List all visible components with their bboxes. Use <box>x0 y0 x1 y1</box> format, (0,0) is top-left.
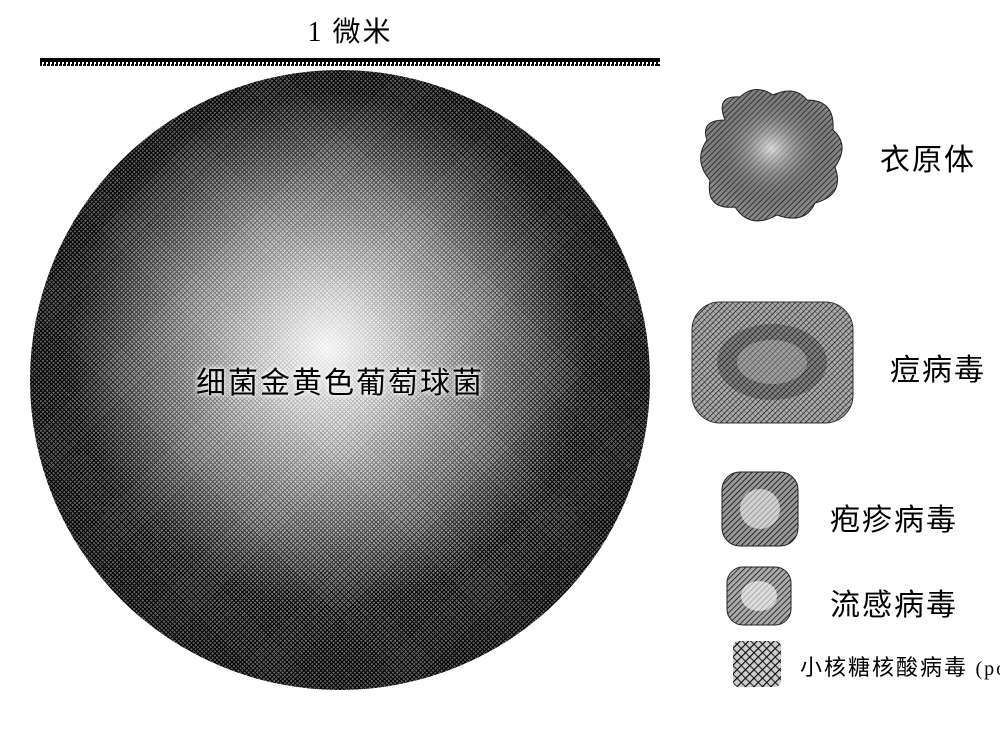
staph-label: 细菌金黄色葡萄球菌 <box>196 358 484 402</box>
scale-label: 1 微米 <box>40 10 660 50</box>
scale-value: 1 <box>307 17 323 48</box>
picorna-label: 小核糖核酸病毒 (polio) <box>800 650 1000 682</box>
poxvirus-label: 痘病毒 <box>890 345 986 389</box>
picorna-label-latin: (polio) <box>976 658 1000 680</box>
chlamydia-label: 衣原体 <box>880 135 976 179</box>
scale-unit: 微米 <box>332 17 392 48</box>
picorna-label-text: 小核糖核酸病毒 <box>800 655 968 680</box>
staph-sphere: 细菌金黄色葡萄球菌 <box>30 70 650 690</box>
herpes-shape <box>720 470 800 548</box>
influenza-label: 流感病毒 <box>830 580 958 624</box>
picorna-shape <box>732 640 782 688</box>
poxvirus-shape <box>690 300 855 425</box>
diagram-stage: 细菌金黄色葡萄球菌 衣原体 痘病毒 <box>0 70 1000 749</box>
scale-bar-line <box>40 58 660 66</box>
scale-bar-group: 1 微米 <box>40 10 660 66</box>
influenza-shape <box>725 565 793 627</box>
chlamydia-shape <box>695 85 850 225</box>
herpes-label: 疱疹病毒 <box>830 495 958 539</box>
